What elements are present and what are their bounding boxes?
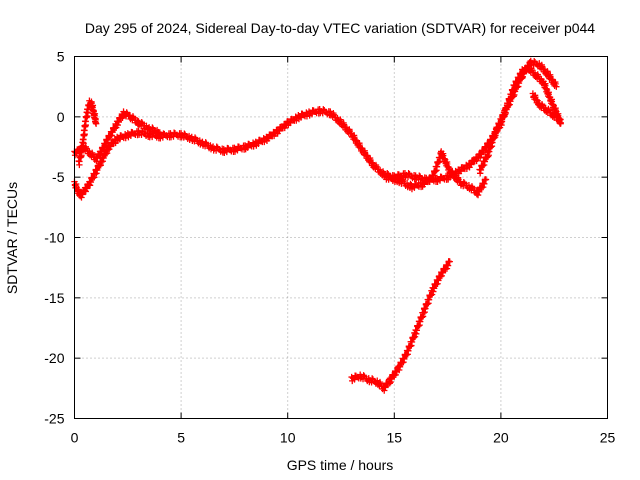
x-tick-label: 15	[387, 430, 403, 446]
y-axis-label: SDTVAR / TECUs	[4, 182, 20, 294]
y-tick-label: -5	[52, 169, 65, 185]
x-tick-label: 10	[280, 430, 296, 446]
data-point	[438, 151, 446, 158]
data-point	[496, 120, 504, 127]
data-point	[513, 84, 521, 91]
data-point	[107, 132, 114, 140]
data-point	[505, 102, 512, 109]
grid-lines	[74, 56, 608, 419]
chart-title: Day 295 of 2024, Sidereal Day-to-day VTE…	[85, 20, 595, 36]
data-point	[100, 144, 107, 152]
y-tick-label: -10	[44, 230, 64, 246]
data-point	[442, 159, 449, 166]
data-point	[92, 119, 100, 127]
data-point	[191, 134, 199, 141]
y-tick-label: 5	[57, 49, 65, 65]
data-point	[138, 118, 145, 126]
data-point	[156, 129, 163, 136]
x-axis-label: GPS time / hours	[287, 457, 394, 473]
data-point	[553, 83, 560, 90]
data-point	[479, 162, 487, 169]
data-point	[446, 258, 453, 265]
x-tick-label: 25	[600, 430, 616, 446]
y-tick-labels: 5 0 -5 -10 -15 -20 -25	[44, 49, 64, 427]
data-point	[460, 179, 468, 186]
x-tick-label: 0	[71, 430, 79, 446]
data-point	[123, 109, 130, 116]
data-point	[394, 174, 401, 182]
y-tick-label: -25	[44, 411, 64, 427]
data-point	[547, 73, 554, 80]
data-point	[398, 359, 406, 367]
x-tick-label: 20	[493, 430, 509, 446]
data-point	[96, 162, 103, 170]
data-point	[437, 273, 444, 280]
x-tick-labels: 0 5 10 15 20 25	[71, 430, 616, 446]
x-tick-label: 5	[177, 430, 185, 446]
data-point	[360, 372, 367, 379]
y-tick-label: -20	[44, 350, 64, 366]
data-point	[439, 152, 447, 159]
axis-ticks	[74, 56, 608, 419]
data-point	[102, 150, 109, 158]
y-tick-label: -15	[44, 290, 64, 306]
data-point	[403, 351, 410, 359]
data-point	[443, 160, 451, 168]
data-point	[111, 125, 119, 132]
data-point	[532, 93, 539, 101]
data-point	[89, 174, 97, 182]
data-point	[202, 139, 209, 146]
data-point	[478, 184, 485, 192]
data-point	[74, 187, 81, 194]
data-point	[557, 119, 564, 127]
data-point	[433, 281, 440, 288]
data-point	[552, 80, 559, 88]
data-point	[398, 176, 406, 184]
data-points	[71, 57, 564, 394]
plot-frame	[74, 56, 608, 419]
data-point	[482, 176, 490, 183]
y-tick-label: 0	[57, 109, 65, 125]
